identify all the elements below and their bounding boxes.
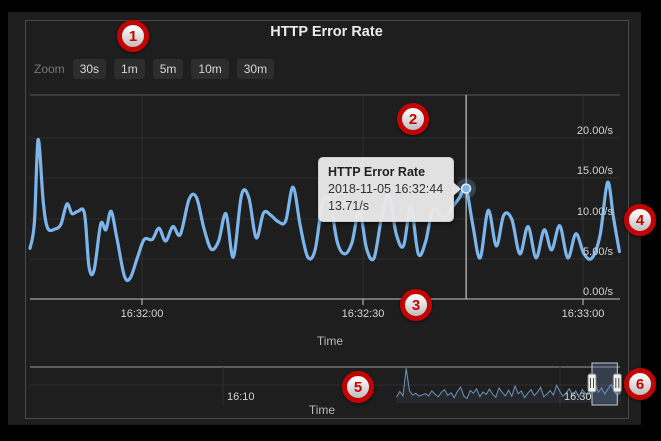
x-tick-163200: 16:32:00 [121, 308, 164, 320]
tooltip-timestamp: 2018-11-05 16:32:44 [328, 182, 444, 196]
zoom-button-1m[interactable]: 1m [114, 59, 145, 79]
navigator-line-series [396, 368, 622, 400]
y-tick-5: 5.00/s [583, 246, 613, 258]
error-rate-line-series [28, 137, 621, 283]
zoom-label: Zoom [34, 62, 65, 76]
x-axis-title: Time [317, 334, 344, 348]
zoom-button-30s[interactable]: 30s [72, 59, 107, 79]
x-tick-163300: 16:33:00 [562, 308, 605, 320]
navigator-right-handle[interactable] [612, 373, 622, 393]
tooltip-arrow [453, 182, 461, 196]
callout-4: 4 [624, 204, 656, 236]
zoom-button-5m[interactable]: 5m [152, 59, 184, 79]
tooltip-value: 13.71/s [328, 199, 370, 213]
tooltip-series-name: HTTP Error Rate [328, 165, 426, 179]
chart-title: HTTP Error Rate [270, 24, 383, 40]
callout-1: 1 [117, 20, 149, 52]
y-tick-0: 0.00/s [583, 286, 613, 298]
nav-axis-title: Time [309, 403, 336, 417]
y-tick-10: 10.00/s [577, 206, 614, 218]
navigator-left-handle[interactable] [587, 373, 597, 393]
nav-tick-1630: 16:30 [564, 391, 592, 403]
x-tick-163230: 16:32:30 [342, 308, 385, 320]
navigator-gridlines [30, 367, 620, 405]
callout-5: 5 [342, 371, 374, 403]
nav-tick-1610: 16:10 [227, 391, 255, 403]
callout-2: 2 [397, 103, 429, 135]
tooltip: HTTP Error Rate 2018-11-05 16:32:44 13.7… [318, 157, 461, 222]
callout-3: 3 [400, 289, 432, 321]
zoom-button-30m[interactable]: 30m [236, 59, 275, 79]
callout-6: 6 [624, 368, 656, 400]
y-tick-15: 15.00/s [577, 165, 614, 177]
zoom-button-10m[interactable]: 10m [191, 59, 229, 79]
x-axis [30, 298, 620, 305]
zoom-bar: Zoom 30s 1m 5m 10m 30m [34, 59, 275, 79]
y-tick-20: 20.00/s [577, 125, 614, 137]
hover-point-marker[interactable] [460, 183, 472, 194]
navigator-area-fill [396, 368, 621, 403]
